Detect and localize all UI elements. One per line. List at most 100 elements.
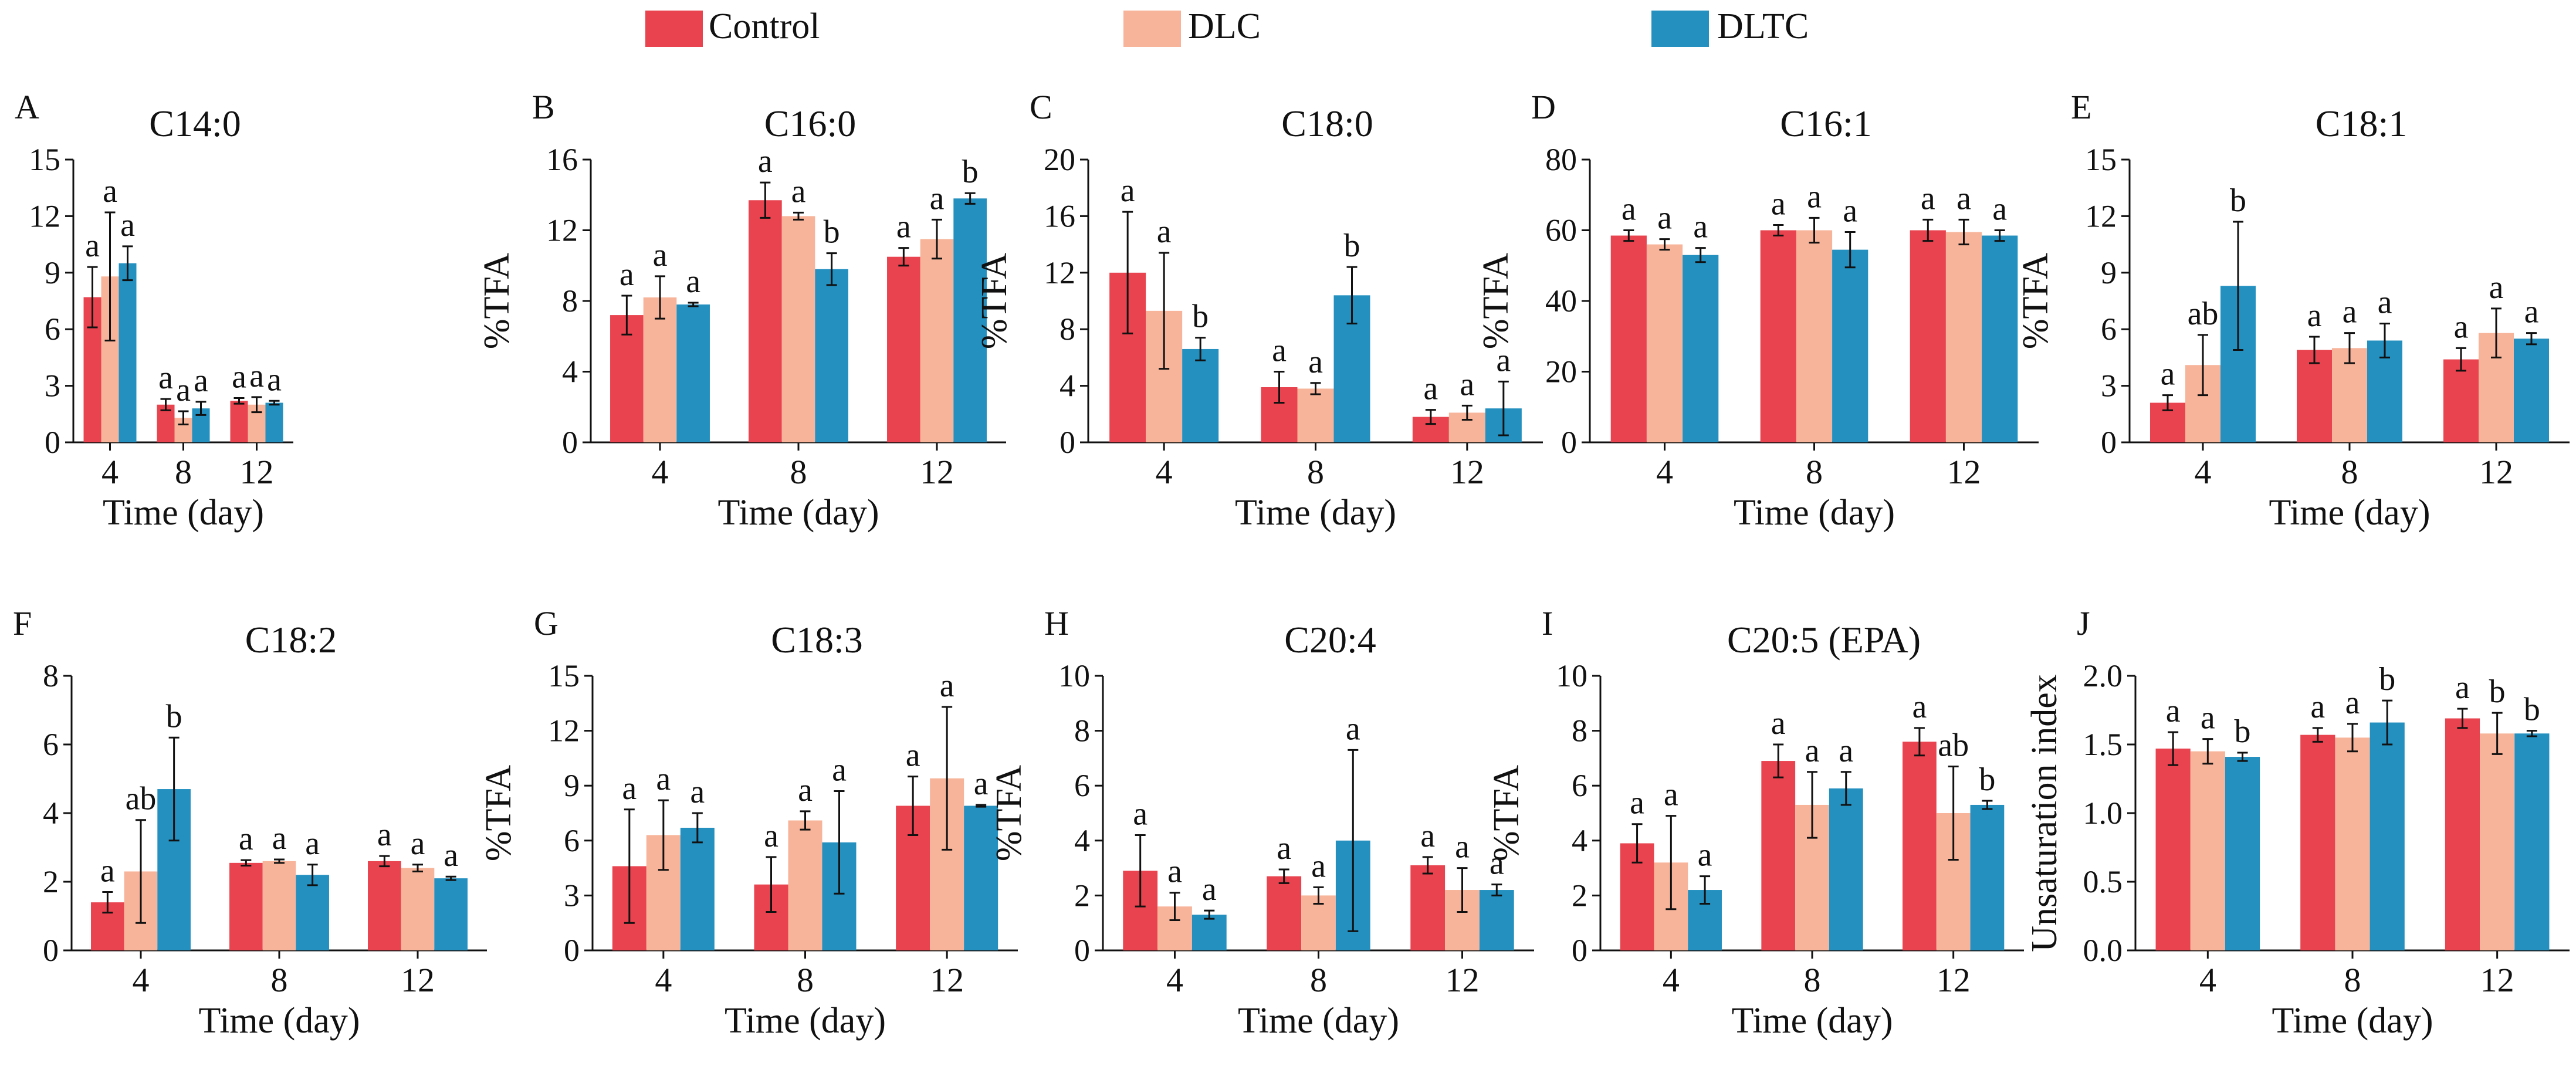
significance-letter-dlc-12: b <box>2489 673 2506 710</box>
panel-letter: D <box>1531 88 1556 126</box>
significance-letter-dlc-4: ab <box>2188 296 2219 332</box>
significance-letter-dltc-8: a <box>1843 193 1857 229</box>
legend-swatch-dlc <box>1123 11 1181 47</box>
x-tick-label: 12 <box>2479 453 2513 491</box>
x-tick-label: 12 <box>401 961 435 999</box>
significance-letter-dlc-8: a <box>2345 685 2360 721</box>
significance-letter-dltc-4: a <box>1693 209 1708 245</box>
bar-control-12 <box>1410 865 1446 950</box>
x-tick-label: 8 <box>271 961 288 999</box>
bar-control-8 <box>1267 876 1302 950</box>
significance-letter-control-12: a <box>1912 689 1927 725</box>
significance-letter-dltc-12: a <box>444 837 458 874</box>
x-axis-label: Time (day) <box>2269 493 2431 533</box>
panel-title: C18:2 <box>245 619 337 661</box>
bar-dltc-4 <box>1683 255 1719 442</box>
x-tick-label: 4 <box>133 961 150 999</box>
y-tick-label: 9 <box>564 768 580 803</box>
y-tick-label: 16 <box>546 142 578 177</box>
x-axis-label: Time (day) <box>725 1001 886 1041</box>
significance-letter-dlc-12: a <box>2489 269 2504 306</box>
significance-letter-control-12: a <box>896 209 911 245</box>
significance-letter-dlc-12: a <box>1956 180 1971 216</box>
y-tick-label: 0 <box>45 425 60 460</box>
y-tick-label: 6 <box>1572 768 1587 803</box>
significance-letter-control-8: a <box>2310 689 2325 725</box>
x-tick-label: 12 <box>1446 961 1480 999</box>
y-axis-label: %TFA <box>477 253 517 349</box>
x-tick-label: 4 <box>1156 453 1173 491</box>
significance-letter-dlc-4: a <box>653 237 668 273</box>
x-axis-label: Time (day) <box>1235 493 1396 533</box>
significance-letter-dltc-4: a <box>1698 837 1712 874</box>
significance-letter-dlc-8: a <box>1805 733 1820 769</box>
bar-control-8 <box>2297 350 2332 442</box>
bar-dltc-12 <box>953 198 987 442</box>
significance-letter-control-12: a <box>1423 371 1438 407</box>
legend: Control DLC DLTC <box>645 6 1809 47</box>
panel-title: C18:1 <box>2316 103 2407 144</box>
y-axis-label: %TFA <box>974 253 1014 349</box>
bar-dltc-4 <box>2225 757 2260 950</box>
bar-dlc-8 <box>262 861 296 950</box>
y-tick-label: 8 <box>1572 713 1587 749</box>
y-tick-label: 3 <box>564 878 580 913</box>
bar-dltc-8 <box>815 269 848 442</box>
significance-letter-control-12: a <box>377 817 392 853</box>
x-tick-label: 12 <box>240 453 274 491</box>
y-tick-label: 20 <box>1044 142 1075 177</box>
significance-letter-dlc-4: ab <box>126 781 157 817</box>
significance-letter-dlc-4: a <box>103 173 117 209</box>
x-tick-label: 8 <box>2344 961 2361 999</box>
significance-letter-control-12: a <box>1420 818 1435 854</box>
x-tick-label: 4 <box>2195 453 2212 491</box>
significance-letter-dltc-4: b <box>1192 299 1209 335</box>
y-tick-label: 9 <box>2101 255 2117 290</box>
y-tick-label: 60 <box>1545 213 1577 248</box>
x-tick-label: 4 <box>101 453 119 491</box>
y-tick-label: 0 <box>1561 425 1577 460</box>
significance-letter-control-12: a <box>1921 180 1935 216</box>
significance-letter-control-8: a <box>764 818 778 854</box>
y-tick-label: 16 <box>1044 198 1075 233</box>
bar-dlc-12 <box>401 868 435 950</box>
significance-letter-dltc-12: a <box>267 361 282 398</box>
x-axis-label: Time (day) <box>103 493 264 533</box>
significance-letter-dlc-12: a <box>940 668 954 704</box>
significance-letter-dltc-4: a <box>686 263 700 300</box>
y-tick-label: 0 <box>2101 425 2117 460</box>
y-axis-label: %TFA <box>1476 253 1516 349</box>
y-tick-label: 2 <box>43 864 59 899</box>
y-tick-label: 4 <box>43 796 59 831</box>
y-tick-label: 0 <box>1059 425 1075 460</box>
panel-title: C14:0 <box>149 103 241 144</box>
significance-letter-control-12: a <box>2455 669 2470 706</box>
panel-letter: C <box>1030 88 1052 126</box>
y-tick-label: 15 <box>548 658 580 693</box>
y-tick-label: 1.5 <box>2083 727 2123 762</box>
significance-letter-control-4: a <box>100 853 115 889</box>
legend-swatch-control <box>645 11 703 47</box>
bar-control-12 <box>2445 718 2480 950</box>
significance-letter-control-4: a <box>622 770 637 807</box>
significance-letter-dlc-4: a <box>1157 214 1172 250</box>
significance-letter-dlc-8: a <box>176 372 191 408</box>
bar-dlc-4 <box>1646 244 1683 442</box>
y-tick-label: 6 <box>1074 768 1090 803</box>
significance-letter-dlc-4: a <box>1167 854 1182 890</box>
bar-dlc-8 <box>1301 895 1336 950</box>
significance-letter-control-4: a <box>620 256 634 293</box>
y-axis-label: %TFA <box>1487 765 1526 861</box>
y-tick-label: 6 <box>2101 312 2117 347</box>
y-tick-label: 6 <box>43 727 59 762</box>
panel-letter: H <box>1044 604 1069 642</box>
bar-dltc-4 <box>1191 915 1227 950</box>
y-tick-label: 0 <box>562 425 578 460</box>
bar-control-8 <box>1760 230 1796 442</box>
significance-letter-control-4: a <box>1630 785 1644 821</box>
bar-control-4 <box>610 315 644 442</box>
significance-letter-dltc-4: a <box>1202 871 1217 908</box>
x-tick-label: 8 <box>175 453 192 491</box>
significance-letter-dlc-12: a <box>1455 829 1470 865</box>
bar-dlc-12 <box>920 239 954 442</box>
